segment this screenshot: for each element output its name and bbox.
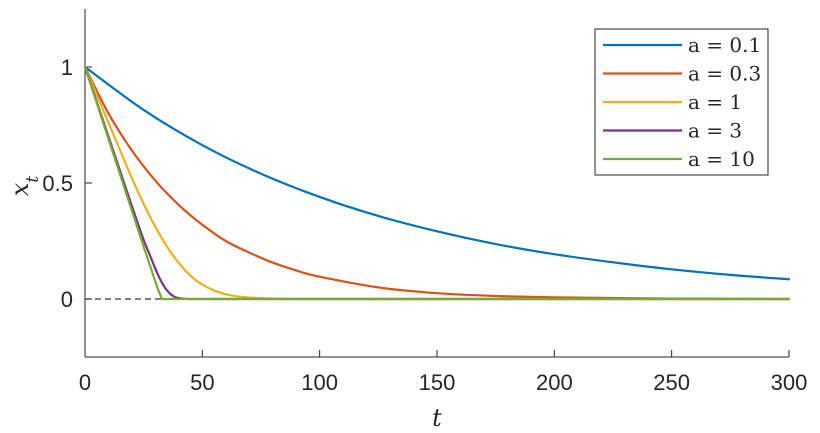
y-tick-label: 1: [61, 55, 73, 80]
axis-ticks: 0 50 100 150 200 250 300 0 0.5 1: [42, 55, 807, 395]
legend: a = 0.1 a = 0.3 a = 1 a = 3 a = 10: [594, 28, 769, 176]
y-axis-label-main: x: [6, 182, 34, 196]
x-tick-label: 250: [653, 370, 690, 395]
legend-label: a = 1: [688, 90, 742, 114]
x-tick-label: 100: [301, 370, 338, 395]
y-tick-label: 0.5: [42, 171, 73, 196]
x-tick-label: 50: [190, 370, 214, 395]
legend-label: a = 0.1: [688, 33, 761, 57]
legend-label: a = 3: [688, 119, 742, 143]
series-line-1: [83, 65, 791, 301]
series-line-0: [83, 65, 791, 281]
series-group: [83, 65, 791, 301]
x-tick-label: 150: [419, 370, 456, 395]
y-axis-label: xt: [6, 176, 43, 197]
series-line-4: [83, 65, 791, 301]
legend-label: a = 10: [688, 147, 755, 171]
x-tick-label: 300: [771, 370, 808, 395]
y-tick-label: 0: [61, 287, 73, 312]
x-tick-label: 0: [79, 370, 91, 395]
legend-label: a = 0.3: [688, 62, 761, 86]
x-axis-label: t: [432, 404, 442, 428]
x-tick-label: 200: [536, 370, 573, 395]
y-axis-label-subscript: t: [23, 176, 43, 183]
